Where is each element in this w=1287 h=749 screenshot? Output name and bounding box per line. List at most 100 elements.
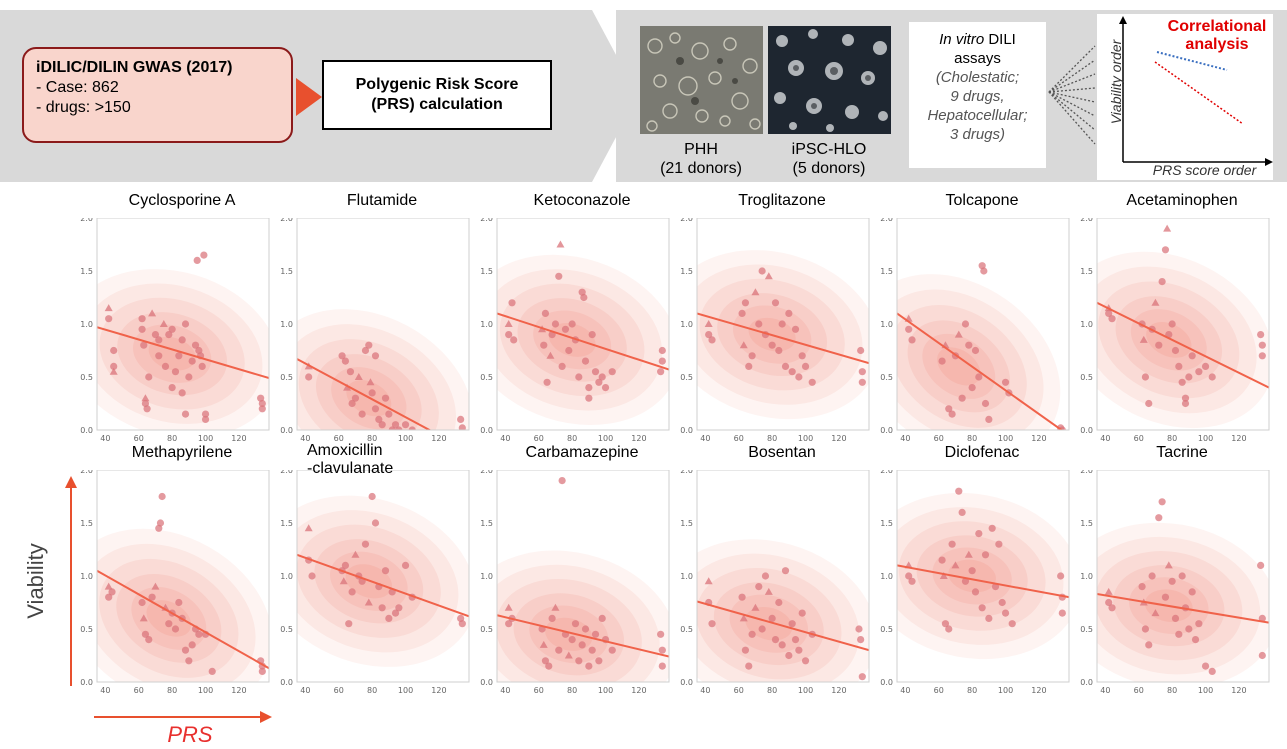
data-point xyxy=(371,405,380,413)
data-point xyxy=(366,378,375,386)
kde-contour xyxy=(948,559,996,593)
data-point xyxy=(788,620,796,628)
y-tick-label: 1.0 xyxy=(80,572,93,581)
data-point xyxy=(181,646,190,654)
data-point xyxy=(708,620,716,628)
data-point xyxy=(764,587,773,595)
x-tick-label: 60 xyxy=(534,686,544,695)
data-point xyxy=(1171,614,1180,622)
x-tick-label: 100 xyxy=(198,686,213,695)
plot-frame xyxy=(496,218,670,431)
data-point xyxy=(761,572,770,580)
data-point xyxy=(1181,399,1190,408)
x-tick-label: 100 xyxy=(598,434,613,443)
data-point xyxy=(1057,572,1065,580)
data-point xyxy=(775,346,783,355)
x-tick-label: 100 xyxy=(398,434,413,443)
data-point xyxy=(1001,609,1010,617)
data-point xyxy=(658,346,666,355)
y-tick-label: 0.5 xyxy=(880,625,893,634)
data-point xyxy=(1058,609,1066,617)
data-point xyxy=(598,614,606,622)
data-point xyxy=(591,630,600,638)
data-point xyxy=(795,373,803,381)
data-point xyxy=(1258,352,1266,360)
data-point xyxy=(1201,362,1210,370)
data-point xyxy=(155,352,163,360)
ihlo-photo xyxy=(768,26,891,134)
data-point xyxy=(1108,315,1116,323)
data-point xyxy=(981,551,990,559)
plot-area xyxy=(297,470,469,682)
data-point xyxy=(1148,572,1156,580)
y-tick-label: 2.0 xyxy=(680,470,693,475)
dotted-arrows xyxy=(1048,45,1096,145)
data-point xyxy=(758,267,766,275)
data-point xyxy=(354,373,363,380)
data-point xyxy=(1181,394,1190,402)
regression-line xyxy=(697,600,869,652)
data-point xyxy=(571,620,580,628)
data-point xyxy=(1145,399,1153,408)
y-tick-label: 2.0 xyxy=(1080,470,1093,475)
y-tick-label: 1.0 xyxy=(880,572,893,581)
data-point xyxy=(1141,373,1150,381)
kde-contour xyxy=(132,324,212,383)
data-point xyxy=(168,325,176,333)
kde-contour xyxy=(907,320,1010,413)
scatter-plot: 0.0 0.5 1.0 1.5 2.0 40 60 80 100 120 xyxy=(880,470,1070,695)
data-point xyxy=(1185,373,1193,381)
data-point xyxy=(504,320,513,327)
data-point xyxy=(980,267,988,275)
data-point xyxy=(975,373,983,381)
data-point xyxy=(581,357,590,365)
x-tick-label: 100 xyxy=(998,434,1013,443)
data-point xyxy=(975,530,983,538)
y-tick-label: 0.5 xyxy=(80,373,93,382)
assay-line3: (Cholestatic; xyxy=(935,69,1020,86)
y-tick-label: 0.0 xyxy=(680,426,693,435)
y-tick-label: 1.5 xyxy=(480,267,493,276)
data-point xyxy=(1171,346,1180,355)
x-tick-label: 100 xyxy=(1198,686,1213,695)
data-point xyxy=(775,598,783,607)
data-point xyxy=(568,320,576,328)
y-tick-label: 1.5 xyxy=(1080,267,1093,276)
data-point xyxy=(371,352,380,360)
correlation-x-label: PRS score order xyxy=(1152,162,1257,178)
plot-frame xyxy=(1096,218,1270,431)
data-point xyxy=(138,598,146,607)
data-point xyxy=(951,561,960,569)
x-tick-label: 40 xyxy=(1100,434,1110,443)
scatter-plot: 0.0 0.5 1.0 1.5 2.0 40 60 80 100 120 xyxy=(880,218,1070,443)
data-point xyxy=(858,673,866,681)
data-point xyxy=(581,625,590,633)
data-point xyxy=(908,336,916,344)
panel-title: Amoxicillin -clavulanate xyxy=(307,442,394,477)
data-point xyxy=(1145,641,1153,649)
y-tick-label: 1.5 xyxy=(280,267,293,276)
y-tick-label: 0.5 xyxy=(280,625,293,634)
data-point xyxy=(351,550,360,558)
data-point xyxy=(188,357,196,365)
x-tick-label: 100 xyxy=(798,686,813,695)
prs-arrow xyxy=(94,711,272,723)
y-tick-label: 1.0 xyxy=(280,320,293,329)
kde-contour xyxy=(117,312,228,396)
x-tick-label: 40 xyxy=(300,434,310,443)
y-tick-label: 1.5 xyxy=(80,519,93,528)
data-point xyxy=(195,630,203,638)
data-point xyxy=(1158,278,1166,286)
x-tick-label: 80 xyxy=(1167,686,1177,695)
data-point xyxy=(791,636,800,644)
data-point xyxy=(561,325,570,333)
data-point xyxy=(788,368,796,376)
data-point xyxy=(543,378,551,386)
y-tick-label: 1.5 xyxy=(680,267,693,276)
plot-frame xyxy=(96,218,270,431)
data-point xyxy=(188,641,196,649)
data-point xyxy=(1175,630,1183,638)
x-tick-label: 80 xyxy=(367,686,377,695)
data-point xyxy=(385,410,393,418)
x-tick-label: 40 xyxy=(500,434,510,443)
